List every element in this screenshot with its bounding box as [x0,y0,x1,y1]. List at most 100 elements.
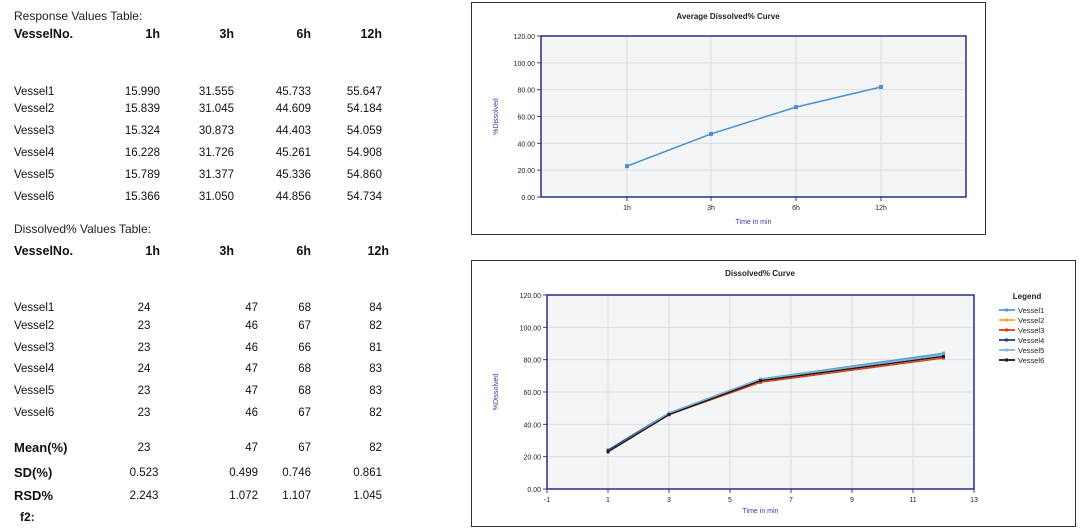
header-6h: 6h [296,27,311,41]
legend-marker [1005,318,1008,322]
data-point [759,380,762,384]
y-tick-label: 0.00 [527,487,541,494]
table-cell: 81 [369,342,382,354]
table-cell: 82 [369,407,382,419]
header-1h: 1h [145,27,160,41]
table-cell: 44.403 [275,125,311,137]
x-tick-label: 13 [970,497,978,504]
table-cell: 44.856 [275,191,311,203]
data-point [667,413,671,417]
series-line [626,86,882,167]
table-cell: 30.873 [198,125,234,137]
table-cell: 54.734 [346,191,382,203]
table-cell: 31.555 [198,86,234,98]
y-tick-label: 60.00 [517,115,535,122]
stat-cell: 1.072 [229,490,258,502]
table-cell: 15.789 [124,169,160,181]
x-tick-label: 9 [850,497,854,504]
stat-cell: 1.045 [353,490,382,502]
x-tick-label: -1 [544,497,550,504]
row-label: Vessel1 [14,86,55,98]
legend-label: Vessel5 [1018,346,1044,355]
table-cell: 31.377 [198,169,234,181]
y-axis-label: %Dissolved [493,374,500,411]
header-vesselno: VesselNo. [14,244,74,258]
x-tick-label: 12h [875,205,887,212]
legend-label: Vessel3 [1018,326,1044,335]
legend-marker [1005,348,1008,352]
stat-label: SD(%) [14,465,53,480]
header-12h: 12h [360,27,382,41]
table-cell: 23 [137,385,151,397]
row-label: Vessel5 [14,385,55,397]
table-cell: 68 [298,385,311,397]
header-3h: 3h [219,244,234,258]
header-3h: 3h [219,27,234,41]
legend-label: Vessel6 [1018,356,1044,365]
y-tick-label: 20.00 [523,455,541,462]
y-tick-label: 80.00 [517,88,535,95]
stat-cell: 0.523 [129,467,159,479]
data-point [879,84,883,89]
legend-marker [1005,328,1008,332]
stat-cell: 1.107 [282,490,311,502]
x-tick-label: 7 [789,497,793,504]
header-6h: 6h [296,244,311,258]
table-cell: 66 [298,342,311,354]
dissolved-curve-chart-panel: Dissolved% Curve 0.00 20.00 40.00 60.00 80.00… [471,260,1076,527]
table-cell: 23 [137,320,151,332]
table-cell: 16.228 [124,147,160,159]
table-cell: 83 [369,385,382,397]
x-tick-label: 3 [667,497,671,504]
response-table-title: Response Values Table: [14,9,143,23]
header-12h: 12h [367,244,389,258]
y-tick-label: 100.00 [514,61,536,68]
header-vesselno: VesselNo. [14,27,74,41]
table-cell: 44.609 [275,103,311,115]
data-point [794,105,798,110]
y-tick-label: 40.00 [517,141,535,148]
y-tick-label: 80.00 [523,358,541,365]
table-cell: 45.733 [275,86,311,98]
stat-label: RSD% [14,488,54,503]
table-cell: 54.860 [346,169,382,181]
table-cell: 31.050 [198,191,234,203]
chart-title: Average Dissolved% Curve [676,12,780,21]
table-cell: 82 [369,320,382,332]
table-cell: 55.647 [346,86,382,98]
table-cell: 15.366 [124,191,160,203]
data-point [759,379,762,383]
legend-title: Legend [1013,292,1042,301]
table-cell: 67 [298,320,311,332]
legend-marker [1005,358,1008,362]
row-label: Vessel5 [14,169,55,181]
stat-cell: 23 [137,442,151,454]
legend-marker [1005,308,1008,312]
legend-label: Vessel4 [1018,336,1044,345]
row-label: Vessel4 [14,363,55,375]
table-cell: 15.324 [124,125,160,137]
average-dissolved-chart: Average Dissolved% Curve 0.00 20.00 40.00 60… [493,12,967,226]
f2-label: f2: [20,510,35,524]
table-cell: 46 [245,320,258,332]
data-point [942,354,945,358]
y-axis-label: %Dissolved [493,98,500,135]
x-tick-label: 1 [606,497,610,504]
table-cell: 24 [137,302,151,314]
table-cell: 31.045 [198,103,234,115]
data-point [667,411,671,415]
row-label: Vessel2 [14,103,55,115]
y-tick-label: 20.00 [517,168,535,175]
legend-marker [1005,338,1008,342]
data-point [942,356,945,360]
stat-cell: 82 [369,442,382,454]
table-cell: 54.184 [346,103,382,115]
table-cell: 47 [245,363,258,375]
row-label: Vessel2 [14,320,55,332]
data-point [942,351,945,355]
x-tick-label: 5 [728,497,732,504]
stat-cell: 0.746 [282,467,311,479]
average-dissolved-chart-panel: Average Dissolved% Curve 0.00 20.00 40.00 60… [471,2,986,235]
row-label: Vessel6 [14,191,55,203]
data-point [606,450,610,454]
